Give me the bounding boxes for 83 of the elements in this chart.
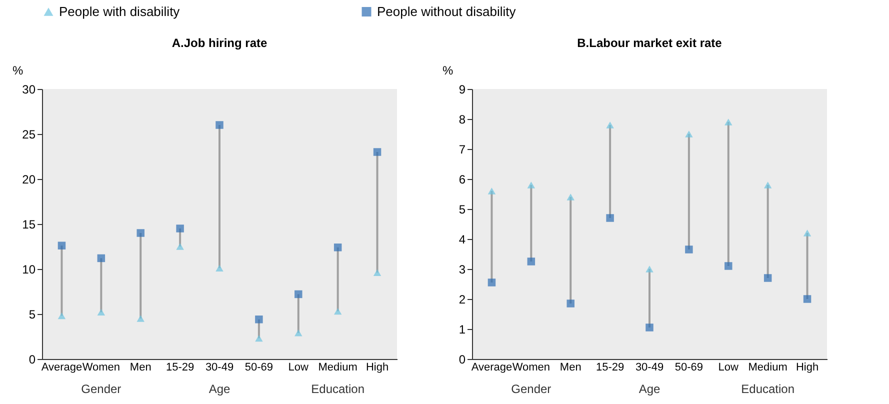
point bbox=[803, 230, 812, 236]
point bbox=[803, 295, 812, 303]
point bbox=[294, 290, 302, 298]
legend-label: People with disability bbox=[59, 4, 180, 19]
y-tick-label: 15 bbox=[22, 218, 36, 232]
x-tick-label: Medium bbox=[318, 362, 358, 374]
point bbox=[566, 194, 574, 200]
x-tick-label: Women bbox=[82, 362, 120, 374]
point bbox=[685, 246, 693, 254]
x-tick-label: High bbox=[366, 362, 389, 374]
point bbox=[764, 182, 772, 188]
x-tick-label: Medium bbox=[748, 362, 788, 374]
y-tick-label: 9 bbox=[458, 82, 466, 96]
x-tick-label: 50-69 bbox=[244, 362, 274, 374]
chart-title: A.Job hiring rate bbox=[172, 36, 268, 50]
point bbox=[764, 274, 772, 282]
point bbox=[606, 122, 614, 128]
point bbox=[488, 278, 496, 286]
point bbox=[527, 182, 536, 188]
x-tick-label: High bbox=[796, 362, 819, 374]
point bbox=[724, 118, 732, 126]
text: Education bbox=[311, 382, 365, 396]
x-tick-label: 15-29 bbox=[166, 362, 194, 374]
x-tick-label: 30-49 bbox=[635, 362, 664, 374]
point bbox=[136, 229, 144, 237]
y-tick-label: 30 bbox=[22, 82, 36, 96]
x-tick-label: 30-49 bbox=[205, 362, 234, 374]
y-tick-label: 5 bbox=[28, 308, 36, 322]
point bbox=[527, 258, 536, 266]
text: Education bbox=[741, 382, 795, 396]
point bbox=[216, 121, 224, 129]
y-tick-label: 7 bbox=[458, 142, 466, 156]
point bbox=[176, 243, 184, 250]
x-tick-label: 15-29 bbox=[596, 362, 624, 374]
x-tick-label: Low bbox=[288, 362, 309, 374]
x-tick-label: Low bbox=[718, 362, 739, 374]
point bbox=[97, 254, 106, 262]
point bbox=[255, 334, 263, 342]
text: Age bbox=[208, 382, 230, 396]
point bbox=[488, 188, 496, 194]
point bbox=[685, 130, 693, 138]
legend-label: People without disability bbox=[377, 4, 516, 19]
text: Gender bbox=[81, 382, 122, 396]
y-axis-title: % bbox=[12, 64, 24, 78]
y-tick-label: 4 bbox=[458, 232, 466, 246]
y-tick-label: 10 bbox=[22, 262, 36, 276]
y-tick-label: 2 bbox=[458, 292, 466, 306]
point bbox=[334, 308, 342, 315]
point bbox=[646, 266, 654, 272]
chart-title: B.Labour market exit rate bbox=[577, 36, 722, 50]
point bbox=[255, 316, 263, 324]
point bbox=[646, 324, 654, 332]
x-tick-label: Men bbox=[560, 362, 582, 374]
y-tick-label: 0 bbox=[458, 352, 466, 366]
y-tick-label: 25 bbox=[22, 128, 36, 142]
y-tick-label: 5 bbox=[458, 202, 466, 216]
point bbox=[176, 224, 184, 232]
y-tick-label: 20 bbox=[22, 172, 36, 186]
y-tick-label: 1 bbox=[458, 322, 466, 336]
point bbox=[97, 308, 106, 316]
text: Gender bbox=[511, 382, 552, 396]
point bbox=[334, 244, 342, 252]
point bbox=[373, 148, 382, 156]
x-tick-label: Women bbox=[512, 362, 550, 374]
x-tick-label: Men bbox=[130, 362, 152, 374]
x-tick-label: Average bbox=[471, 362, 512, 374]
point bbox=[606, 214, 614, 222]
point bbox=[724, 262, 732, 270]
x-tick-label: Average bbox=[41, 362, 82, 374]
point bbox=[294, 330, 302, 336]
y-tick-label: 3 bbox=[458, 262, 466, 276]
text: Age bbox=[638, 382, 660, 396]
y-axis-title: % bbox=[442, 64, 454, 78]
y-tick-label: 6 bbox=[458, 172, 466, 186]
point bbox=[566, 300, 574, 308]
x-tick-label: 50-69 bbox=[674, 362, 704, 374]
point bbox=[58, 242, 66, 250]
point bbox=[58, 312, 66, 320]
y-tick-label: 8 bbox=[458, 112, 466, 126]
y-tick-label: 0 bbox=[28, 352, 36, 366]
point bbox=[136, 315, 144, 322]
point bbox=[373, 269, 382, 276]
point bbox=[216, 264, 224, 272]
